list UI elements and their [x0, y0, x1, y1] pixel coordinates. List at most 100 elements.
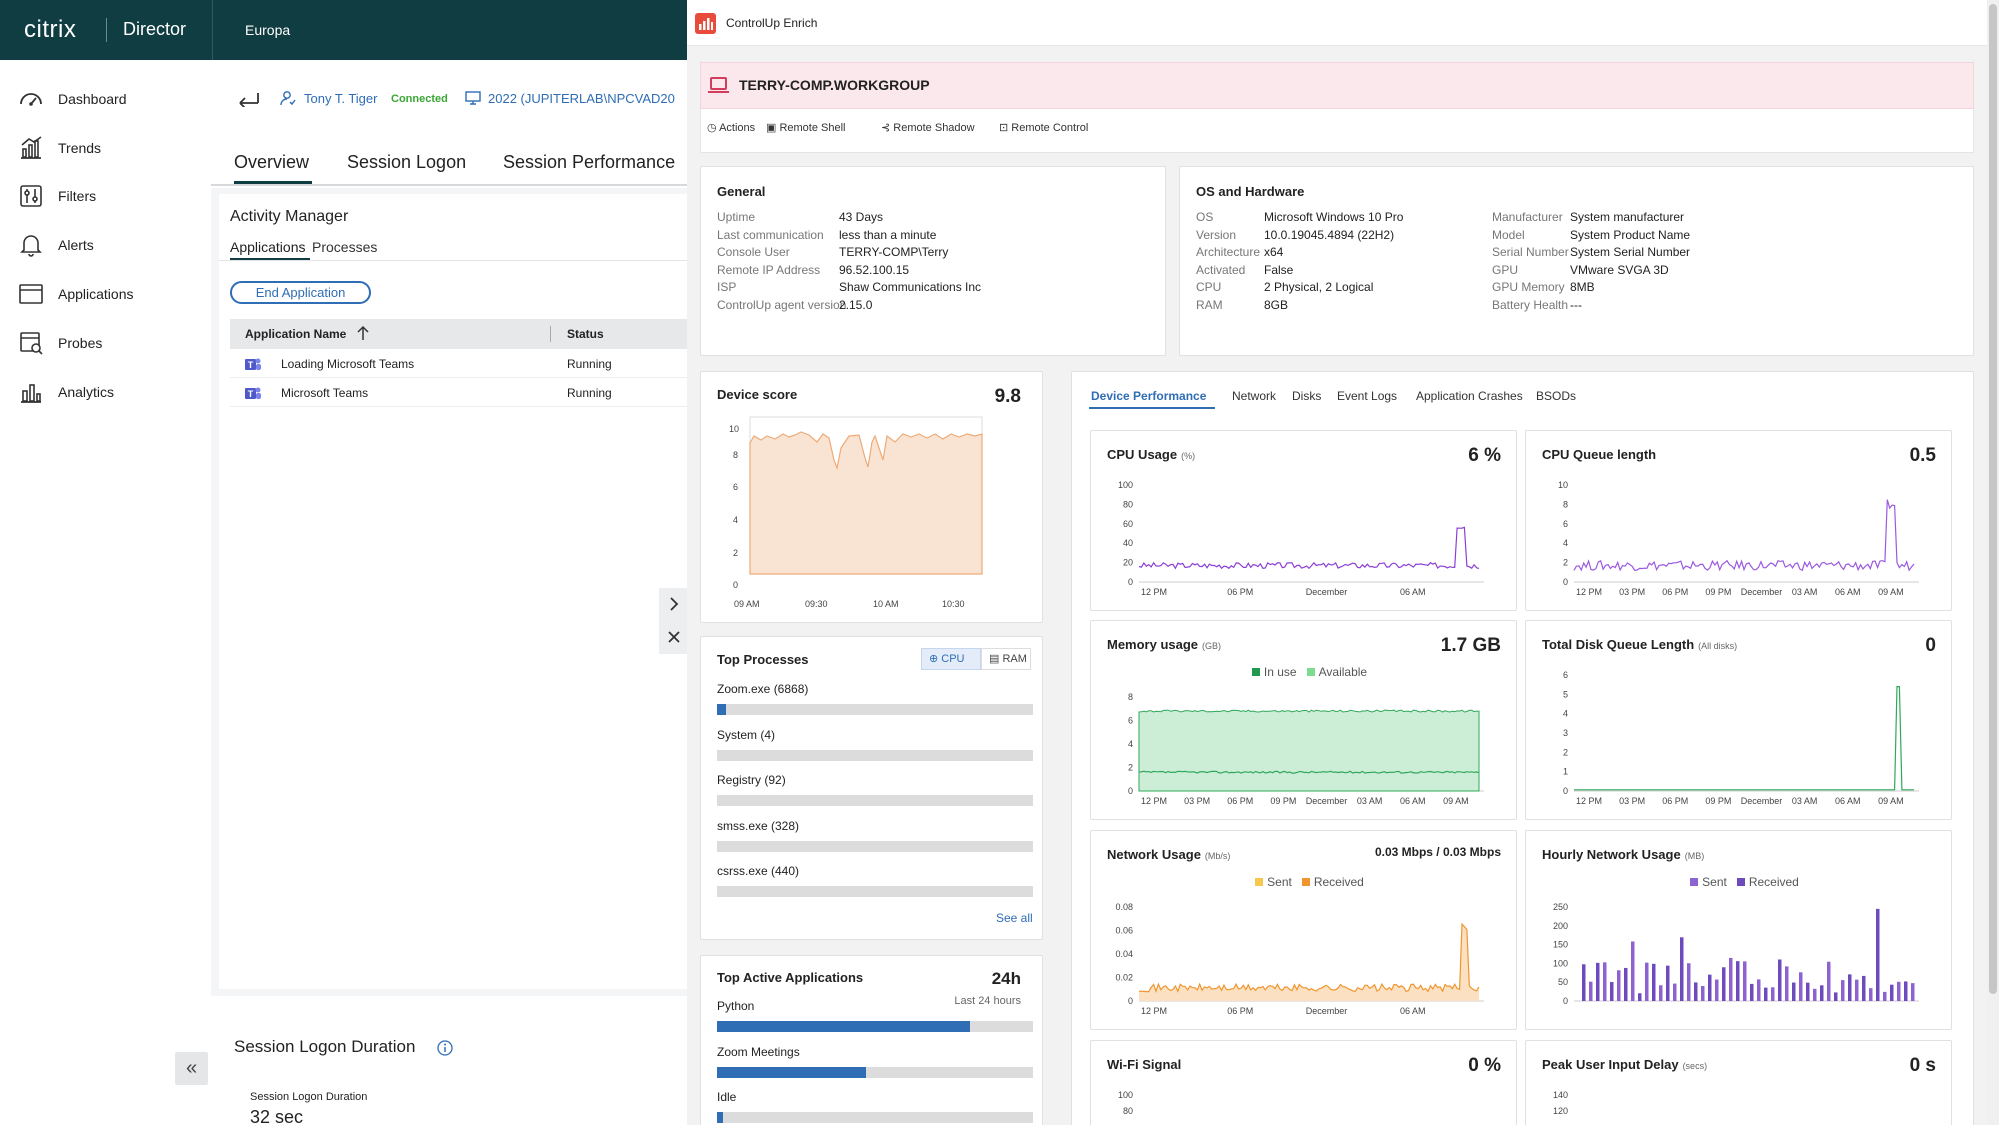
tab-network[interactable]: Network — [1232, 389, 1277, 403]
sort-ascending-icon[interactable] — [356, 325, 370, 341]
ytick: 4 — [733, 515, 739, 525]
xtick: 03 PM — [1184, 796, 1210, 806]
nav-analytics[interactable]: Analytics — [18, 372, 114, 412]
tab-session-performance[interactable]: Session Performance — [503, 152, 676, 172]
ytick: 6 — [1128, 716, 1133, 726]
app-bar-fill — [717, 1021, 970, 1032]
panel-title-text: Peak User Input Delay — [1542, 1057, 1679, 1072]
ytick: 100 — [1118, 481, 1133, 490]
subtab-applications[interactable]: Applications — [230, 239, 306, 255]
hourly-bar — [1582, 964, 1586, 1001]
hourly-bar — [1722, 967, 1726, 1001]
remote-control-button[interactable]: ⊡ Remote Control — [999, 122, 1089, 134]
app-status: Running — [567, 386, 612, 400]
hourly-bar — [1820, 985, 1824, 1001]
end-application-button[interactable]: End Application — [230, 281, 371, 304]
session-header — [211, 60, 687, 188]
top-apps-period[interactable]: 24h — [991, 969, 1021, 988]
hourly-bar — [1834, 992, 1838, 1001]
see-all-link[interactable]: See all — [996, 911, 1033, 925]
ytick: 5 — [1563, 689, 1568, 699]
subtab-processes[interactable]: Processes — [312, 239, 378, 255]
tab-device-performance[interactable]: Device Performance — [1091, 389, 1207, 403]
tab-session-logon[interactable]: Session Logon — [347, 152, 467, 172]
process-name: System (4) — [717, 727, 776, 742]
tab-event-logs[interactable]: Event Logs — [1337, 389, 1398, 403]
column-status[interactable]: Status — [567, 327, 604, 341]
cpu-toggle[interactable]: ⊕ CPU — [921, 648, 981, 670]
general-value: TERRY-COMP\Terry — [839, 245, 949, 259]
hardware-value: VMware SVGA 3D — [1570, 262, 1669, 277]
info-icon[interactable] — [437, 1040, 453, 1056]
nav-filters[interactable]: Filters — [18, 176, 96, 216]
hourly-bar — [1694, 982, 1698, 1001]
xtick: 06 PM — [1227, 796, 1253, 806]
panel-unit: (Mb/s) — [1204, 851, 1231, 861]
xtick: 09 PM — [1705, 796, 1731, 806]
back-arrow-icon[interactable] — [236, 89, 260, 107]
remote-control-label: Remote Control — [1011, 122, 1089, 134]
legend-label: Available — [1318, 665, 1368, 679]
tab-bsods[interactable]: BSODs — [1536, 389, 1577, 403]
nav-alerts[interactable]: Alerts — [18, 225, 94, 265]
column-application-name[interactable]: Application Name — [245, 327, 347, 341]
user-icon — [280, 91, 296, 106]
machine-name-link[interactable]: 2022 (JUPITERLAB\NPCVAD20 — [488, 91, 675, 106]
device-score-card: Device score 9.8 10 8 6 4 2 0 09 AM 09:3… — [700, 371, 1043, 623]
tab-divider — [211, 184, 687, 186]
nav-trends[interactable]: Trends — [18, 128, 101, 168]
general-value: 96.52.100.15 — [839, 262, 910, 277]
ytick: 0.08 — [1115, 903, 1133, 912]
vertical-scrollbar[interactable] — [1987, 0, 1999, 1125]
hourly-bar — [1827, 961, 1831, 1001]
xtick: 12 PM — [1576, 796, 1602, 806]
app-bar — [717, 1021, 1033, 1032]
panel-unit: (All disks) — [1698, 641, 1738, 651]
remote-shadow-button[interactable]: ⊰ Remote Shadow — [881, 122, 975, 134]
panel-chart: 0 1 2 3 4 5 6 12 PM 03 PM 06 PM 09 PM December 03 AM… — [1563, 671, 1919, 806]
hourly-bar — [1897, 981, 1901, 1001]
chevron-right-icon[interactable] — [667, 596, 681, 612]
metric-panel-wifi: Wi-Fi Signal 0 % 80 100 — [1090, 1040, 1517, 1125]
actions-button[interactable]: ◷ Actions — [707, 122, 756, 134]
app-name: Zoom Meetings — [717, 1044, 800, 1059]
series-line — [1138, 526, 1480, 570]
panel-legend: In use Available — [1091, 665, 1518, 679]
close-icon[interactable] — [667, 630, 681, 644]
table-row[interactable]: T Loading Microsoft Teams Running — [230, 349, 687, 378]
os-value: Microsoft Windows 10 Pro — [1264, 210, 1404, 224]
xtick: 03 AM — [1792, 796, 1818, 806]
legend-swatch — [1306, 668, 1315, 676]
tab-application-crashes[interactable]: Application Crashes — [1416, 389, 1523, 403]
general-label: Uptime — [717, 210, 756, 224]
ram-toggle[interactable]: ▤ RAM — [981, 648, 1031, 670]
ytick: 20 — [1123, 558, 1133, 568]
nav-label: Trends — [58, 140, 102, 156]
scrollbar-thumb[interactable] — [1989, 4, 1997, 994]
hardware-value: System Serial Number — [1570, 245, 1691, 259]
panel-chart: 0 20 40 60 80 100 12 PM 06 PM December 06 AM — [1118, 481, 1484, 597]
ytick: 8 — [1563, 499, 1568, 509]
hourly-bar — [1778, 959, 1782, 1001]
app-bar — [717, 1112, 1033, 1123]
hourly-bar — [1883, 991, 1887, 1001]
table-row[interactable]: T Microsoft Teams Running — [230, 378, 687, 407]
hourly-bar — [1666, 965, 1670, 1001]
xtick: 03 PM — [1619, 587, 1645, 597]
ytick: 6 — [1563, 671, 1568, 680]
collapse-sidebar-button[interactable]: « — [175, 1052, 208, 1085]
laptop-icon — [708, 77, 729, 93]
os-label: Architecture — [1196, 245, 1261, 259]
panel-title: Total Disk Queue Length (All disks) — [1542, 637, 1737, 652]
site-selector[interactable]: Europa — [245, 22, 291, 38]
panel-title-text: Memory usage — [1107, 637, 1199, 652]
series-line — [1138, 770, 1480, 774]
nav-probes[interactable]: Probes — [18, 323, 102, 363]
remote-shell-button[interactable]: ▣ Remote Shell — [766, 122, 846, 134]
user-name-link[interactable]: Tony T. Tiger — [304, 91, 378, 106]
nav-applications[interactable]: Applications — [18, 274, 134, 314]
session-logon-title: Session Logon Duration — [234, 1037, 416, 1056]
nav-dashboard[interactable]: Dashboard — [18, 79, 127, 119]
tab-overview[interactable]: Overview — [234, 152, 310, 172]
tab-disks[interactable]: Disks — [1292, 389, 1322, 403]
